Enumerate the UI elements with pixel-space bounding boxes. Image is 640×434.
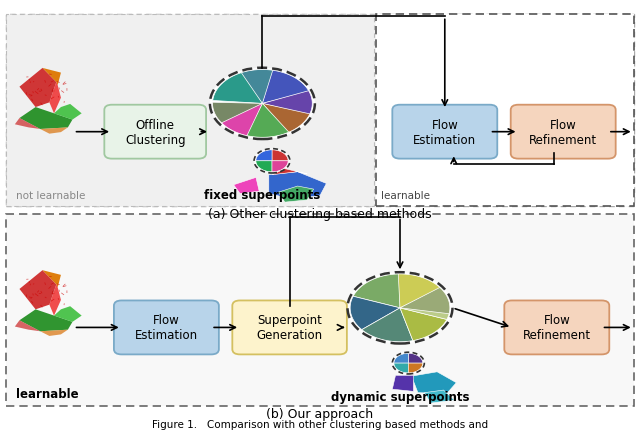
Polygon shape xyxy=(54,105,82,120)
Bar xyxy=(6,15,374,206)
Bar xyxy=(6,15,634,206)
Polygon shape xyxy=(394,363,408,373)
Polygon shape xyxy=(262,71,309,104)
FancyBboxPatch shape xyxy=(232,301,347,355)
Text: Superpoint
Generation: Superpoint Generation xyxy=(257,314,323,342)
Polygon shape xyxy=(408,353,422,363)
Text: Flow
Estimation: Flow Estimation xyxy=(413,118,476,146)
Text: dynamic superpoints: dynamic superpoints xyxy=(331,390,469,403)
Polygon shape xyxy=(362,308,413,342)
Polygon shape xyxy=(400,308,447,341)
Circle shape xyxy=(254,149,290,174)
Text: not learnable: not learnable xyxy=(16,191,85,201)
Polygon shape xyxy=(15,119,40,130)
Text: (b) Our approach: (b) Our approach xyxy=(266,407,374,420)
FancyBboxPatch shape xyxy=(104,105,206,159)
Polygon shape xyxy=(40,330,68,336)
Polygon shape xyxy=(49,83,61,114)
Polygon shape xyxy=(19,69,56,108)
Polygon shape xyxy=(400,288,450,314)
Polygon shape xyxy=(272,169,307,175)
Polygon shape xyxy=(262,92,312,116)
Polygon shape xyxy=(256,161,272,172)
Polygon shape xyxy=(40,128,68,135)
Text: learnable: learnable xyxy=(381,191,430,201)
Polygon shape xyxy=(262,104,310,133)
Polygon shape xyxy=(42,270,61,288)
Polygon shape xyxy=(353,274,400,308)
Polygon shape xyxy=(398,274,441,308)
Polygon shape xyxy=(49,285,61,316)
Polygon shape xyxy=(245,104,289,138)
Text: Flow
Refinement: Flow Refinement xyxy=(523,314,591,342)
FancyBboxPatch shape xyxy=(504,301,609,355)
Polygon shape xyxy=(19,270,56,309)
Polygon shape xyxy=(212,72,262,104)
Polygon shape xyxy=(42,69,61,86)
Circle shape xyxy=(392,352,424,374)
Polygon shape xyxy=(392,375,413,391)
Polygon shape xyxy=(241,70,275,104)
Polygon shape xyxy=(269,172,326,200)
Text: learnable: learnable xyxy=(16,387,79,400)
Polygon shape xyxy=(278,187,314,203)
Polygon shape xyxy=(272,161,288,172)
Polygon shape xyxy=(256,151,272,161)
Polygon shape xyxy=(400,289,450,320)
Text: Offline
Clustering: Offline Clustering xyxy=(125,118,186,146)
Polygon shape xyxy=(408,363,422,373)
Polygon shape xyxy=(15,321,40,332)
Text: fixed superpoints: fixed superpoints xyxy=(204,189,321,202)
Polygon shape xyxy=(394,353,408,363)
Text: Flow
Estimation: Flow Estimation xyxy=(135,314,198,342)
Bar xyxy=(376,15,634,206)
Text: Figure 1.   Comparison with other clustering based methods and: Figure 1. Comparison with other clusteri… xyxy=(152,419,488,429)
FancyBboxPatch shape xyxy=(114,301,219,355)
Polygon shape xyxy=(19,108,72,130)
Text: (a) Other clustering based methods: (a) Other clustering based methods xyxy=(208,207,432,220)
Polygon shape xyxy=(272,151,288,161)
Polygon shape xyxy=(19,309,72,332)
Polygon shape xyxy=(424,390,454,403)
FancyBboxPatch shape xyxy=(392,105,497,159)
Text: Flow
Refinement: Flow Refinement xyxy=(529,118,597,146)
Polygon shape xyxy=(412,372,456,394)
Polygon shape xyxy=(234,178,259,194)
Polygon shape xyxy=(350,296,400,330)
Circle shape xyxy=(210,69,315,140)
FancyBboxPatch shape xyxy=(511,105,616,159)
Circle shape xyxy=(348,273,452,344)
Polygon shape xyxy=(213,104,262,136)
Bar xyxy=(6,215,634,406)
Polygon shape xyxy=(212,103,262,124)
Polygon shape xyxy=(54,306,82,322)
